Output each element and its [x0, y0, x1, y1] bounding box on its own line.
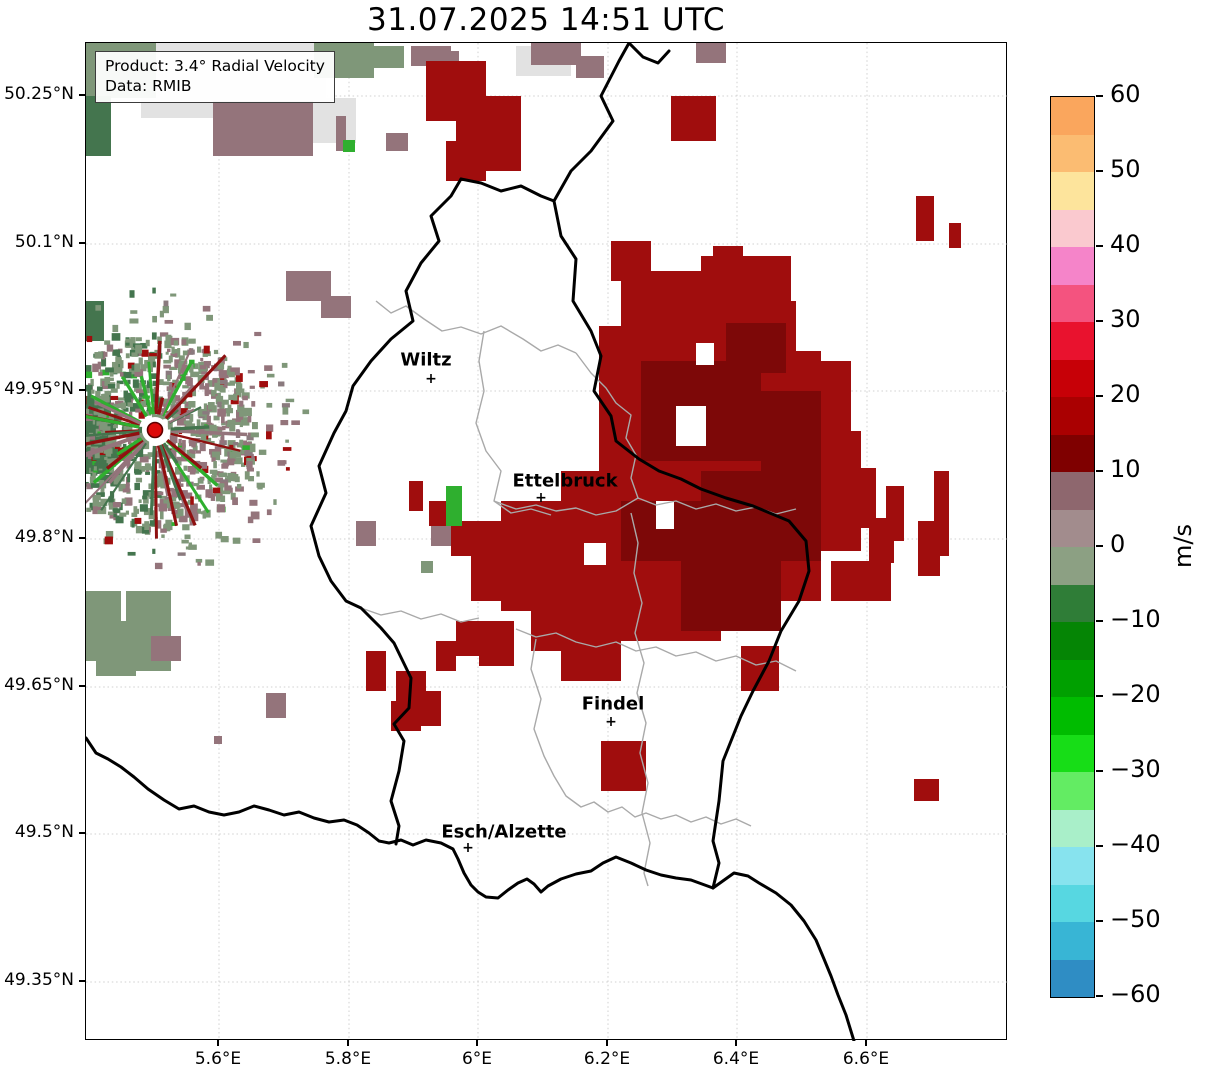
colorbar-segment: [1051, 922, 1094, 960]
colorbar-tick-mark: [1096, 920, 1103, 922]
city-label-wiltz: Wiltz: [400, 349, 452, 371]
colorbar-segment: [1051, 472, 1094, 510]
city-label-findel: Findel: [581, 693, 645, 715]
x-tick-label: 5.8°E: [324, 1049, 372, 1069]
colorbar-tick-label: −20: [1110, 680, 1161, 708]
colorbar-segment: [1051, 622, 1094, 660]
x-tick-label: 6°E: [461, 1049, 493, 1069]
y-tick-label: 50.1°N: [14, 232, 74, 252]
y-tick-mark: [79, 94, 85, 96]
colorbar-segment: [1051, 397, 1094, 435]
colorbar-tick-mark: [1096, 395, 1103, 397]
colorbar-segment: [1051, 134, 1094, 172]
colorbar-segment: [1051, 847, 1094, 885]
colorbar-segment: [1051, 772, 1094, 810]
colorbar-tick-label: 10: [1110, 455, 1141, 483]
x-tick-mark: [476, 1040, 478, 1046]
colorbar-tick-mark: [1096, 545, 1103, 547]
colorbar-tick-label: 20: [1110, 380, 1141, 408]
y-tick-label: 49.95°N: [4, 379, 74, 399]
y-tick-label: 49.5°N: [14, 822, 74, 842]
y-tick-mark: [79, 389, 85, 391]
y-tick-label: 49.65°N: [4, 675, 74, 695]
x-tick-label: 6.4°E: [712, 1049, 760, 1069]
page-title: 31.07.2025 14:51 UTC: [367, 2, 725, 38]
colorbar-tick-label: 50: [1110, 155, 1141, 183]
y-tick-label: 49.35°N: [4, 970, 74, 990]
colorbar-segment: [1051, 659, 1094, 697]
colorbar-tick-mark: [1096, 245, 1103, 247]
colorbar-tick-mark: [1096, 320, 1103, 322]
colorbar-tick-mark: [1096, 620, 1103, 622]
city-marker-icon: +: [605, 714, 617, 730]
colorbar-tick-label: −40: [1110, 830, 1161, 858]
colorbar-segment: [1051, 584, 1094, 622]
colorbar-tick-label: −50: [1110, 905, 1161, 933]
product-label: Product: 3.4° Radial Velocity: [105, 57, 325, 75]
colorbar-tick-label: 40: [1110, 230, 1141, 258]
colorbar-segment: [1051, 359, 1094, 397]
colorbar-segment: [1051, 434, 1094, 472]
y-tick-mark: [79, 980, 85, 982]
colorbar-tick-mark: [1096, 770, 1103, 772]
data-source-label: Data: RMIB: [105, 77, 192, 96]
radar-clutter-speckles: [86, 287, 310, 570]
y-tick-mark: [79, 685, 85, 687]
colorbar-tick-label: 0: [1110, 530, 1126, 558]
colorbar-tick-label: −60: [1110, 980, 1161, 1008]
product-info-box: Product: 3.4° Radial Velocity Data: RMIB: [95, 51, 335, 103]
colorbar-tick-mark: [1096, 845, 1103, 847]
x-tick-mark: [606, 1040, 608, 1046]
colorbar-unit-label: m/s: [1169, 524, 1197, 568]
colorbar-tick-mark: [1096, 995, 1103, 997]
radar-site-marker: [142, 417, 168, 443]
map-plot-area: Product: 3.4° Radial Velocity Data: RMIB…: [85, 42, 1008, 1041]
y-tick-label: 50.25°N: [4, 84, 74, 104]
colorbar-segment: [1051, 209, 1094, 247]
colorbar: [1050, 96, 1095, 998]
x-tick-mark: [217, 1040, 219, 1046]
y-tick-mark: [79, 537, 85, 539]
colorbar-segment: [1051, 547, 1094, 585]
colorbar-tick-mark: [1096, 470, 1103, 472]
colorbar-tick-label: 30: [1110, 305, 1141, 333]
colorbar-segment: [1051, 284, 1094, 322]
colorbar-segment: [1051, 734, 1094, 772]
colorbar-tick-label: 60: [1110, 80, 1141, 108]
colorbar-tick-label: −10: [1110, 605, 1161, 633]
colorbar-segment: [1051, 172, 1094, 210]
city-label-eschalzette: Esch/Alzette: [441, 821, 567, 843]
y-tick-mark: [79, 242, 85, 244]
x-tick-label: 5.6°E: [194, 1049, 242, 1069]
city-marker-icon: +: [462, 840, 474, 856]
city-marker-icon: +: [535, 490, 547, 506]
colorbar-segment: [1051, 322, 1094, 360]
x-tick-mark: [865, 1040, 867, 1046]
colorbar-segment: [1051, 97, 1094, 135]
y-tick-label: 49.8°N: [14, 527, 74, 547]
x-tick-label: 6.6°E: [842, 1049, 890, 1069]
colorbar-segment: [1051, 884, 1094, 922]
colorbar-segment: [1051, 959, 1094, 997]
district-borders: [360, 300, 797, 887]
y-tick-mark: [79, 832, 85, 834]
colorbar-tick-mark: [1096, 695, 1103, 697]
colorbar-segment: [1051, 247, 1094, 285]
colorbar-tick-mark: [1096, 95, 1103, 97]
x-tick-mark: [735, 1040, 737, 1046]
city-label-ettelbruck: Ettelbruck: [512, 470, 618, 492]
country-borders: [86, 43, 856, 1041]
colorbar-segment: [1051, 809, 1094, 847]
colorbar-segment: [1051, 509, 1094, 547]
city-marker-icon: +: [425, 371, 437, 387]
colorbar-segment: [1051, 697, 1094, 735]
map-canvas: [86, 43, 1008, 1041]
colorbar-tick-label: −30: [1110, 755, 1161, 783]
colorbar-tick-mark: [1096, 170, 1103, 172]
x-tick-label: 6.2°E: [583, 1049, 631, 1069]
x-tick-mark: [347, 1040, 349, 1046]
